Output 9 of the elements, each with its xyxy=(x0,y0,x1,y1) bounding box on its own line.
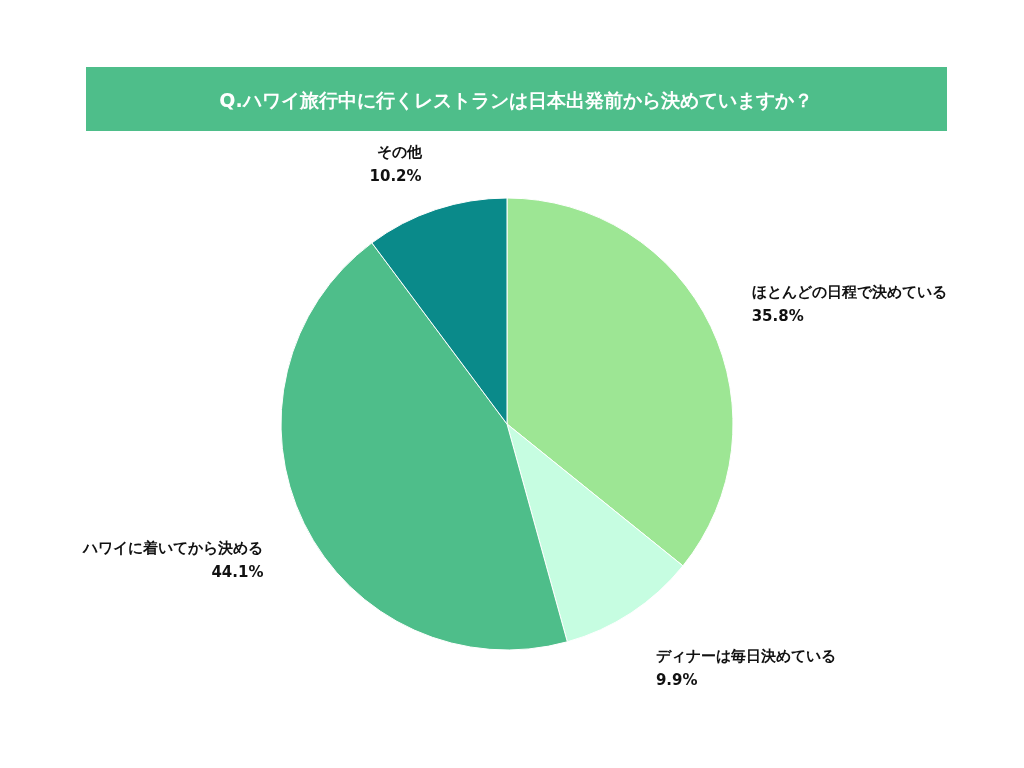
data-label: 35.8% xyxy=(751,306,804,325)
slice-label: ほとんどの日程で決めている xyxy=(751,282,947,301)
chart-title: Q.ハワイ旅行中に行くレストランは日本出発前から決めていますか？ xyxy=(219,89,813,111)
data-label: 10.2% xyxy=(369,166,422,185)
data-label: 9.9% xyxy=(655,670,698,689)
slice-label: ハワイに着いてから決める xyxy=(82,539,264,558)
slice-label: その他 xyxy=(376,142,423,161)
slice-label: ディナーは毎日決めている xyxy=(655,646,836,665)
data-label: 44.1% xyxy=(211,563,264,582)
